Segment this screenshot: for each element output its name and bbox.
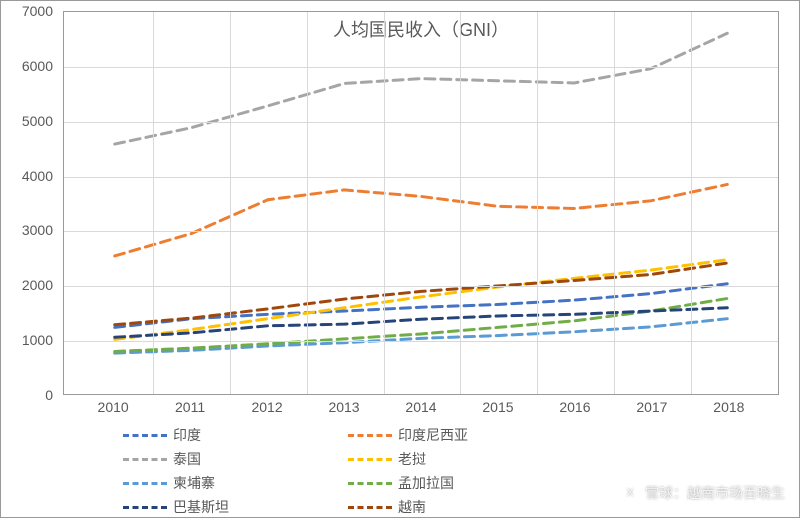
x-tick-label: 2018 bbox=[713, 399, 744, 415]
y-tick-label: 4000 bbox=[22, 168, 53, 184]
legend-swatch bbox=[123, 458, 167, 461]
y-tick-label: 0 bbox=[45, 387, 53, 403]
legend-label: 孟加拉国 bbox=[398, 473, 454, 493]
y-tick-label: 5000 bbox=[22, 113, 53, 129]
legend-label: 越南 bbox=[398, 497, 426, 517]
legend-swatch bbox=[348, 506, 392, 509]
legend-item: 巴基斯坦 bbox=[123, 497, 348, 517]
legend-label: 巴基斯坦 bbox=[173, 497, 229, 517]
x-tick-label: 2011 bbox=[175, 399, 205, 415]
legend-label: 印度 bbox=[173, 425, 201, 445]
legend-item: 越南 bbox=[348, 497, 573, 517]
legend-item: 柬埔寨 bbox=[123, 473, 348, 493]
x-tick-label: 2012 bbox=[251, 399, 282, 415]
legend-label: 泰国 bbox=[173, 449, 201, 469]
plot-area: 人均国民收入（GNI） bbox=[63, 11, 779, 395]
x-tick-label: 2017 bbox=[636, 399, 667, 415]
legend-swatch bbox=[348, 458, 392, 461]
legend-label: 柬埔寨 bbox=[173, 473, 215, 493]
legend: 印度印度尼西亚泰国老挝柬埔寨孟加拉国巴基斯坦越南 bbox=[63, 425, 777, 507]
x-tick-label: 2010 bbox=[98, 399, 129, 415]
y-tick-label: 2000 bbox=[22, 277, 53, 293]
x-tick-label: 2015 bbox=[482, 399, 513, 415]
legend-item: 印度尼西亚 bbox=[348, 425, 573, 445]
gridlines bbox=[64, 12, 778, 394]
x-tick-label: 2016 bbox=[559, 399, 590, 415]
y-tick-label: 1000 bbox=[22, 332, 53, 348]
x-tick-label: 2013 bbox=[328, 399, 359, 415]
legend-label: 印度尼西亚 bbox=[398, 425, 468, 445]
legend-swatch bbox=[348, 482, 392, 485]
legend-swatch bbox=[123, 482, 167, 485]
y-tick-label: 3000 bbox=[22, 222, 53, 238]
legend-item: 泰国 bbox=[123, 449, 348, 469]
y-axis: 01000200030004000500060007000 bbox=[1, 11, 59, 395]
legend-item: 老挝 bbox=[348, 449, 573, 469]
y-tick-label: 7000 bbox=[22, 3, 53, 19]
legend-swatch bbox=[123, 434, 167, 437]
x-tick-label: 2014 bbox=[405, 399, 436, 415]
legend-swatch bbox=[123, 506, 167, 509]
legend-item: 印度 bbox=[123, 425, 348, 445]
legend-item: 孟加拉国 bbox=[348, 473, 573, 493]
y-tick-label: 6000 bbox=[22, 58, 53, 74]
legend-label: 老挝 bbox=[398, 449, 426, 469]
x-axis: 2010 2011 2012 2013 2014 2015 2016 2017 2018 bbox=[63, 399, 779, 419]
chart-container: 0 1000 2000 3000 4000 5000 6000 7000 人均国民收入（GNI… bbox=[0, 0, 800, 518]
legend-swatch bbox=[348, 434, 392, 437]
